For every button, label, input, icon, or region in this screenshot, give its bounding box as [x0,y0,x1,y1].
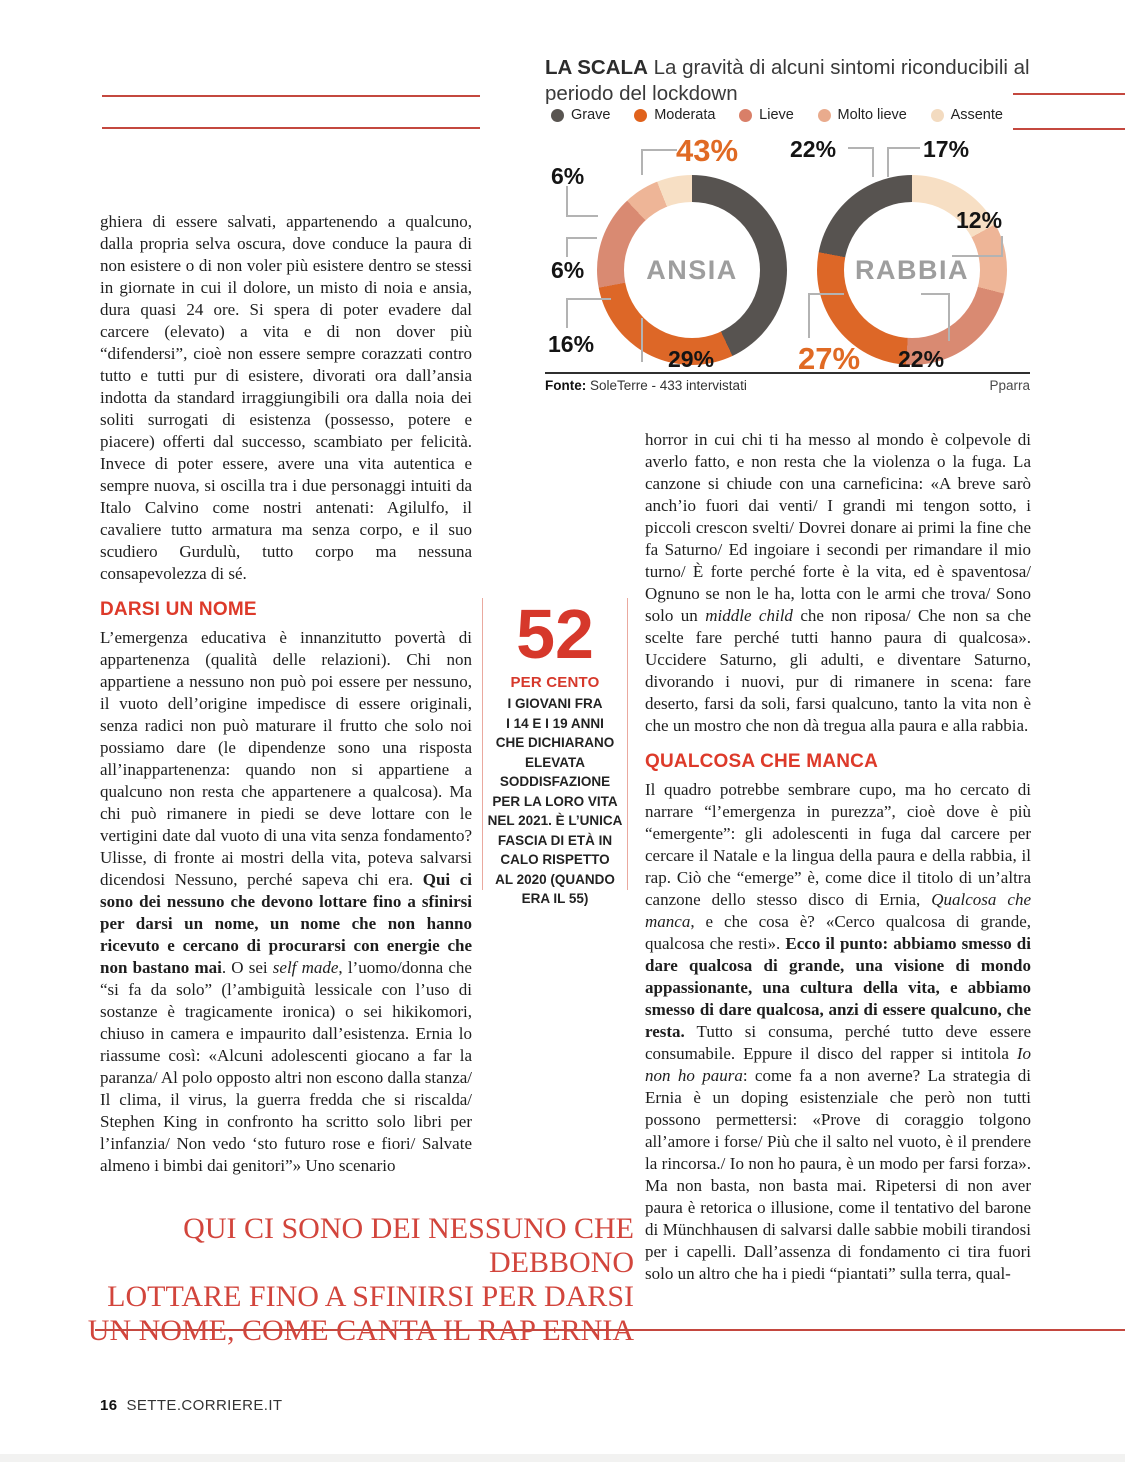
left-paragraph-1: ghiera di essere salvati, appartenendo a… [100,212,472,583]
chart-footer-rule [545,372,1030,374]
leader-line [872,147,874,177]
site-name: SETTE.CORRIERE.IT [126,1397,283,1414]
section-heading-darsi-un-nome: DARSI UN NOME [100,599,257,620]
rabbia-pct-lieve: 22% [898,346,945,372]
stat-caption: I GIOVANI FRA I 14 E I 19 ANNI CHE DICHI… [487,696,623,906]
top-left-rule-1 [102,95,480,97]
page-number: 16 [100,1397,118,1414]
chart-subtitle: La gravità di alcuni sintomi riconducibi… [545,56,1030,105]
source-label: Fonte: [545,378,587,393]
legend-item-grave: Grave [551,107,611,123]
ansia-pct-assente: 6% [551,163,585,189]
ansia-pct-grave: 43% [676,133,739,168]
rabbia-pct-grave: 22% [790,136,837,162]
leader-line [887,147,889,177]
leader-line [566,298,611,300]
ansia-pct-molto-lieve: 6% [551,257,585,283]
pull-quote: QUI CI SONO DEI NESSUNO CHE DEBBONO LOTT… [87,1212,634,1347]
legend-item-assente: Assente [930,107,1003,123]
top-right-rule-1 [1013,93,1125,95]
left-column: ghiera di essere salvati, appartenendo a… [100,211,472,1177]
leader-line [566,237,568,257]
rabbia-donut-label: RABBIA [844,202,980,338]
right-paragraph-1: horror in cui chi ti ha messo al mondo è… [645,430,1031,735]
leader-line [808,293,810,338]
legend-label: Lieve [759,107,794,123]
leader-line [1001,236,1003,256]
stat-unit: PER CENTO [510,674,600,691]
chart-title-kicker: LA SCALA [545,56,648,79]
stat-number: 52 [516,595,594,673]
chart-source: Fonte: SoleTerre - 433 intervistati [545,378,747,393]
section-heading-qualcosa-che-manca: QUALCOSA CHE MANCA [645,751,879,772]
legend-item-molto-lieve: Molto lieve [817,107,907,123]
legend-dot-icon [817,108,831,122]
ansia-donut-chart: ANSIA [597,175,787,365]
legend-label: Assente [950,107,1003,123]
legend-dot-icon [551,108,564,122]
source-text: SoleTerre - 433 intervistati [586,378,747,393]
leader-line [808,293,844,295]
leader-line [566,186,568,216]
legend-item-lieve: Lieve [739,107,794,123]
leader-line [566,237,597,239]
ansia-pct-moderata: 29% [668,346,715,372]
right-column: horror in cui chi ti ha messo al mondo è… [645,429,1031,1285]
leader-line [952,255,1003,257]
rabbia-pct-assente: 17% [923,136,970,162]
page-footer: 16 SETTE.CORRIERE.IT [100,1397,282,1414]
stat-callout: 52 PER CENTO I GIOVANI FRA I 14 E I 19 A… [482,595,628,906]
leader-line [948,293,950,341]
leader-line [848,147,874,149]
legend-item-moderata: Moderata [634,107,715,123]
top-left-rule-2 [102,127,480,129]
top-right-rule-2 [1013,128,1125,130]
leader-line [887,147,920,149]
leader-line [566,215,598,217]
rabbia-donut-chart: RABBIA [817,175,1007,365]
chart-legend: Grave Moderata Lieve Molto lieve Assente [551,107,1003,123]
bottom-red-rule [95,1329,1125,1331]
leader-line [641,149,643,175]
chart-title: LA SCALA La gravità di alcuni sintomi ri… [545,55,1037,107]
chart-credit: Pparra [989,378,1030,393]
ansia-pct-lieve: 16% [548,331,595,357]
page-edge-strip [0,1454,1125,1462]
legend-dot-icon [930,108,944,122]
leader-line [921,293,949,295]
legend-dot-icon [739,108,753,122]
leader-line [641,149,677,151]
left-paragraph-2: L’emergenza educativa è innanzitutto pov… [100,628,473,1175]
legend-dot-icon [634,108,648,122]
rabbia-pct-molto-lieve: 12% [956,207,1003,233]
legend-label: Moderata [654,107,716,123]
leader-line [566,298,568,328]
chart-source-row: Fonte: SoleTerre - 433 intervistati Ppar… [545,378,1030,393]
legend-label: Molto lieve [837,107,907,123]
rabbia-pct-moderata: 27% [798,341,861,376]
legend-label: Grave [571,107,611,123]
ansia-donut-label: ANSIA [624,202,760,338]
leader-line [641,318,643,362]
right-paragraph-2: Il quadro potrebbe sembrare cupo, ma ho … [645,780,1031,1283]
